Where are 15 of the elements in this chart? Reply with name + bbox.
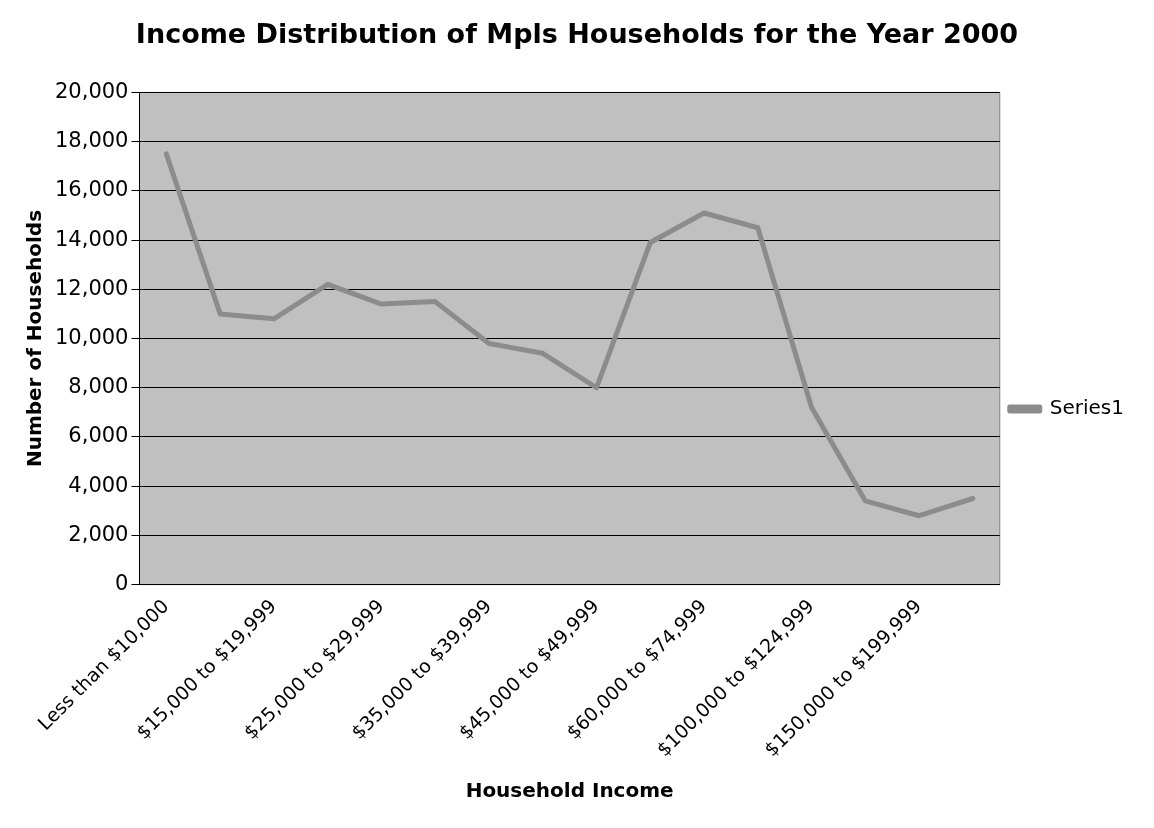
y-tick-label: 20,000: [55, 78, 129, 103]
chart-title: Income Distribution of Mpls Households for the Year 2000: [135, 18, 1019, 50]
x-axis-title: Household Income: [465, 778, 674, 803]
y-tick-label: 0: [115, 571, 129, 596]
y-tick-label: 2,000: [68, 521, 129, 546]
y-tick-label: 8,000: [68, 374, 129, 399]
y-tick-label: 10,000: [55, 324, 129, 349]
y-tick-label: 4,000: [68, 472, 129, 497]
y-tick-label: 14,000: [55, 226, 129, 251]
legend-label: Series1: [1049, 395, 1125, 420]
y-tick-label: 12,000: [55, 275, 129, 300]
y-axis-title: Number of Households: [22, 209, 47, 468]
y-tick-label: 18,000: [55, 128, 129, 153]
y-tick-label: 16,000: [55, 177, 129, 202]
y-tick-label: 6,000: [68, 423, 129, 448]
